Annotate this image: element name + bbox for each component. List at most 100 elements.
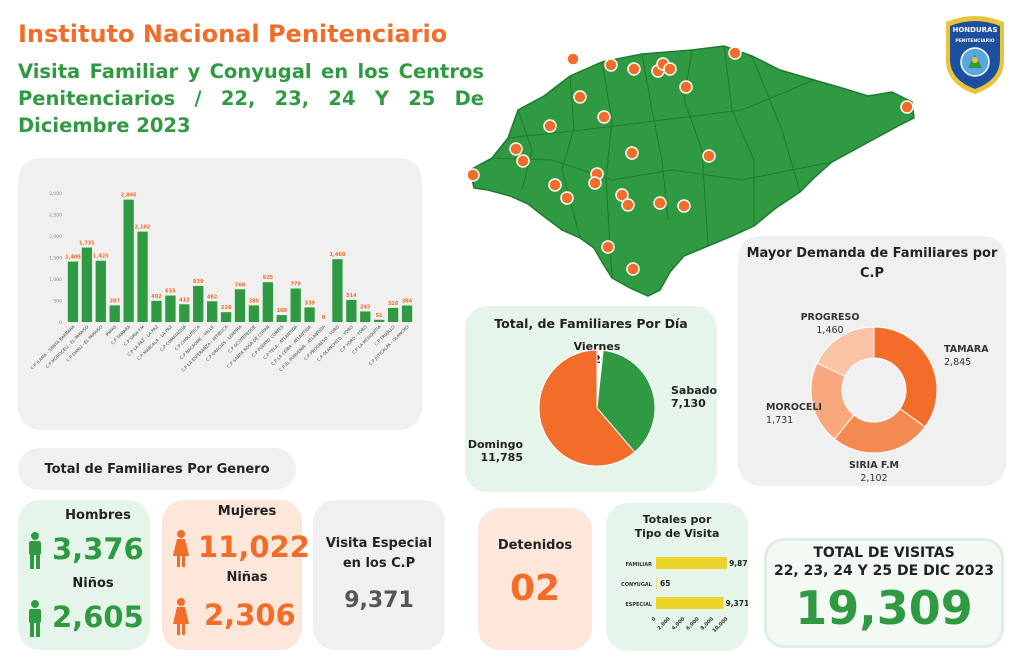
- bar-y-tick: 1,000: [49, 277, 62, 283]
- bar: [109, 305, 120, 322]
- male-person-icon: [29, 532, 41, 569]
- bar-value-label: 160: [277, 308, 288, 314]
- bar-value-label: 760: [235, 282, 246, 288]
- bar-y-tick: 3,000: [49, 191, 62, 197]
- map-marker: [702, 149, 716, 163]
- total-label-2: 22, 23, 24 Y 25 DE DIC 2023: [773, 563, 995, 579]
- bar: [207, 301, 218, 322]
- map-marker: [601, 240, 615, 254]
- bar-value-label: 1,405: [65, 255, 81, 261]
- demand-title-line: Mayor Demanda de Familiares por C.P: [746, 246, 998, 281]
- bar: [387, 307, 399, 322]
- bar-value-label: 228: [221, 305, 232, 311]
- bar: [262, 282, 273, 322]
- visit-type-value: 9,371: [725, 599, 748, 608]
- visit-type-value: 9,873: [729, 559, 748, 568]
- demand-donut-value: 2,102: [860, 473, 887, 484]
- map-marker: [625, 146, 639, 160]
- bar: [374, 319, 385, 322]
- total-visits-card: TOTAL DE VISITAS 22, 23, 24 Y 25 DE DIC …: [764, 538, 1004, 648]
- bar: [304, 307, 315, 322]
- bar: [332, 259, 343, 322]
- boy-person-icon: [29, 600, 41, 637]
- map-marker: [663, 62, 677, 76]
- bar-value-label: 339: [304, 300, 315, 306]
- bar-y-tick: 1,500: [49, 256, 62, 262]
- demand-donut-label: SIRIA F.M: [849, 460, 899, 471]
- demand-donut-label: TAMARA: [944, 344, 989, 355]
- detainees-value: 02: [509, 568, 561, 609]
- bar: [95, 260, 106, 322]
- visit-type-bar: [656, 577, 657, 589]
- bar: [290, 288, 301, 322]
- bar: [67, 261, 79, 322]
- map-marker: [466, 168, 480, 182]
- bar: [165, 295, 176, 322]
- bar-y-tick: 2,000: [49, 234, 62, 240]
- hombres-label: Hombres: [65, 508, 131, 523]
- map-country-shape: [469, 45, 915, 297]
- bar-value-label: 328: [388, 301, 399, 307]
- day-pie-value: 7,130: [671, 397, 706, 410]
- gender-title-card: [18, 448, 296, 490]
- visit-type-bar: [656, 597, 724, 609]
- bar-value-label: 51: [376, 313, 383, 319]
- page-subtitle: Visita Familiar y Conyugal en los Centro…: [18, 60, 484, 137]
- day-pie-slice: [596, 349, 656, 453]
- ninos-label: Niños: [72, 576, 114, 591]
- visit-type-category: FAMILIAR: [626, 562, 652, 568]
- bar: [346, 299, 357, 322]
- bar-value-label: 2,845: [121, 193, 137, 199]
- demand-donut-label: MOROCELI: [766, 402, 822, 413]
- bar: [81, 247, 93, 322]
- visit-type-value: 65: [660, 579, 670, 588]
- demand-donut-label: PROGRESO: [801, 312, 860, 323]
- visit-type-x-tick: 6,000: [685, 616, 701, 632]
- map-marker: [679, 80, 693, 94]
- bar-value-label: 0: [322, 315, 326, 321]
- map-marker: [560, 191, 574, 205]
- day-pie-label: Viernes: [574, 340, 621, 353]
- demand-donut-value: 1,460: [816, 325, 843, 336]
- bar: [248, 305, 260, 322]
- demand-donut-value: 1,731: [766, 415, 793, 426]
- detainees-label: Detenidos: [497, 538, 573, 553]
- girl-person-icon: [173, 598, 189, 635]
- bar-y-tick: 500: [53, 299, 62, 305]
- logo-text: HONDURAS: [952, 26, 997, 34]
- detainees-card: Detenidos 02: [478, 508, 592, 650]
- page-title: Instituto Nacional Penitenciario: [18, 20, 448, 48]
- map-marker: [516, 154, 530, 168]
- bar: [193, 285, 204, 322]
- map-marker: [597, 110, 611, 124]
- bar: [151, 300, 162, 322]
- bar-value-label: 482: [207, 294, 218, 300]
- map-marker: [509, 142, 523, 156]
- day-pie-label: Domingo: [468, 438, 524, 451]
- logo-subtext: PENITENCIARIO: [955, 38, 994, 44]
- visit-type-category: CONYUGAL: [621, 582, 653, 588]
- day-pie-title: Total, de Familiares Por Día: [494, 316, 688, 331]
- special-value: 9,371: [344, 588, 414, 613]
- map-marker: [728, 46, 742, 60]
- bar-value-label: 412: [179, 297, 190, 303]
- bar-value-label: 385: [249, 298, 260, 304]
- bar-value-label: 779: [290, 282, 301, 288]
- map-marker: [653, 196, 667, 210]
- bar-value-label: 1,425: [93, 254, 109, 260]
- map-marker: [615, 188, 629, 202]
- bar: [276, 315, 287, 322]
- map-marker: [604, 58, 618, 72]
- bar: [123, 199, 134, 322]
- bar-value-label: 925: [263, 275, 274, 281]
- bar-value-label: 387: [110, 298, 121, 304]
- bar-value-label: 492: [151, 294, 162, 300]
- bar: [179, 304, 190, 322]
- total-value: 19,309: [795, 581, 973, 635]
- map-marker: [626, 262, 640, 276]
- bar-value-label: 2,102: [135, 225, 151, 231]
- bar: [360, 311, 371, 322]
- bar-value-label: 384: [402, 298, 413, 304]
